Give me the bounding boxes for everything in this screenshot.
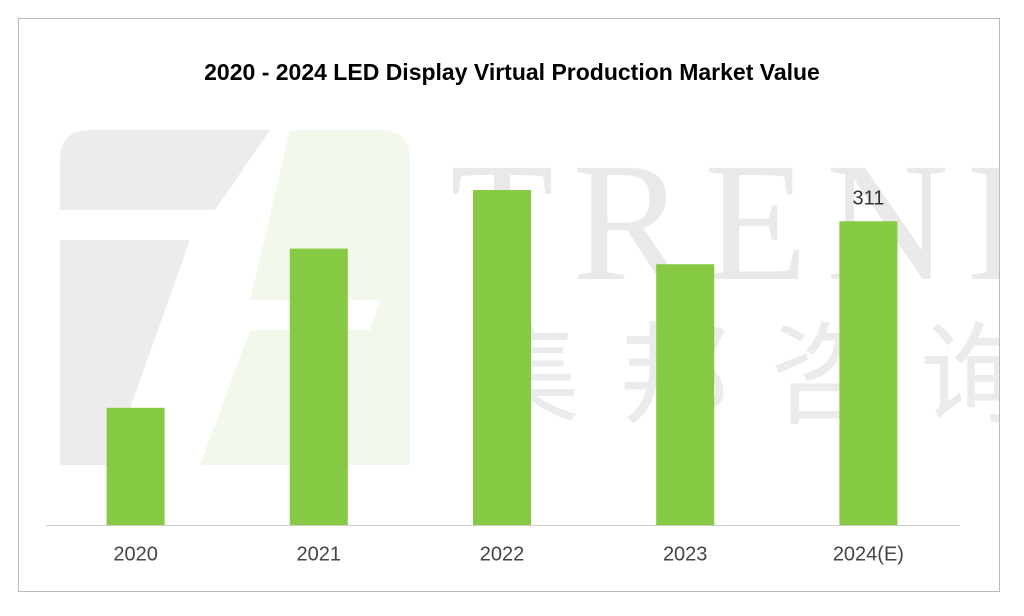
bar (473, 190, 531, 525)
x-tick-label: 2023 (663, 543, 708, 565)
value-label: 311 (852, 188, 884, 210)
x-tick-label: 2020 (113, 543, 158, 565)
bar (106, 407, 165, 525)
bar (656, 264, 715, 525)
watermark-text: TREND (450, 128, 1024, 316)
bar (839, 221, 898, 525)
watermark-text: 集邦咨询 (470, 315, 1024, 438)
x-tick-label: 2021 (297, 543, 342, 565)
bar (289, 248, 348, 525)
watermark: TREND 集邦咨询 (60, 128, 1024, 465)
chart-title: 2020 - 2024 LED Display Virtual Producti… (204, 59, 820, 85)
logo-shape (60, 130, 270, 210)
x-tick-label: 2024(E) (833, 543, 904, 565)
logo-shape (60, 240, 190, 465)
x-tick-label: 2022 (480, 543, 525, 565)
